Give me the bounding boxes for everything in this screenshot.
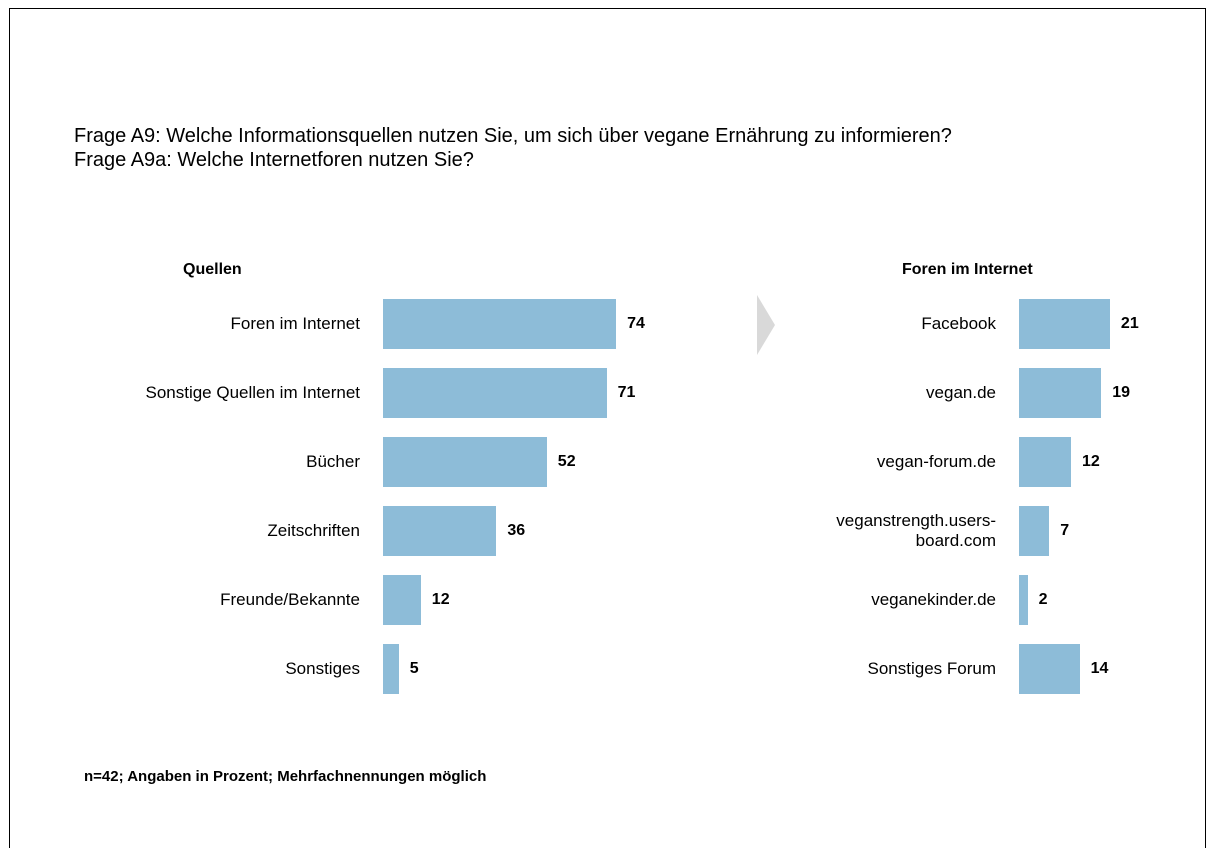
value-label: 2: [1038, 591, 1048, 608]
heading-line: Frage A9a: Welche Internetforen nutzen S…: [74, 149, 474, 171]
bar: [383, 299, 617, 349]
category-label: veganstrength.users- board.com: [836, 511, 996, 550]
bar: [1019, 368, 1102, 418]
category-label: Sonstige Quellen im Internet: [145, 383, 360, 402]
category-label: Sonstiges: [285, 659, 360, 678]
value-label: 36: [507, 522, 526, 539]
category-label: Foren im Internet: [230, 314, 360, 333]
bar: [1019, 575, 1028, 625]
bar: [1019, 437, 1071, 487]
value-label: 71: [617, 384, 636, 401]
chart-title: Foren im Internet: [902, 261, 1033, 278]
value-label: 74: [627, 315, 645, 332]
bar: [383, 506, 497, 556]
category-label: vegan.de: [926, 383, 996, 402]
value-label: 5: [409, 660, 419, 677]
category-label: Facebook: [921, 314, 996, 333]
bar: [1019, 644, 1080, 694]
bar: [1019, 506, 1050, 556]
chevron: [757, 295, 775, 355]
bar: [1019, 299, 1110, 349]
category-label: veganekinder.de: [871, 590, 996, 609]
value-label: 14: [1090, 660, 1109, 677]
heading: Frage A9: Welche Informationsquellen nut…: [74, 124, 1114, 172]
value-label: 12: [431, 591, 450, 608]
category-label: vegan-forum.de: [876, 452, 996, 471]
value-label: 52: [557, 453, 576, 470]
bar: [383, 575, 421, 625]
bar: [383, 437, 547, 487]
chart-title: Quellen: [183, 261, 242, 278]
category-label: Bücher: [306, 452, 360, 471]
value-label: 7: [1060, 522, 1070, 539]
category-label: Zeitschriften: [267, 521, 360, 540]
value-label: 12: [1081, 453, 1100, 470]
category-label: Freunde/Bekannte: [220, 590, 360, 609]
bar: [383, 644, 399, 694]
category-label: Sonstiges Forum: [867, 659, 997, 678]
footnote: n=42; Angaben in Prozent; Mehrfachnennun…: [84, 768, 487, 785]
heading-line: Frage A9: Welche Informationsquellen nut…: [74, 125, 952, 147]
value-label: 19: [1112, 384, 1131, 401]
value-label: 21: [1120, 315, 1139, 332]
frame: [9, 8, 1206, 848]
bar: [383, 368, 607, 418]
